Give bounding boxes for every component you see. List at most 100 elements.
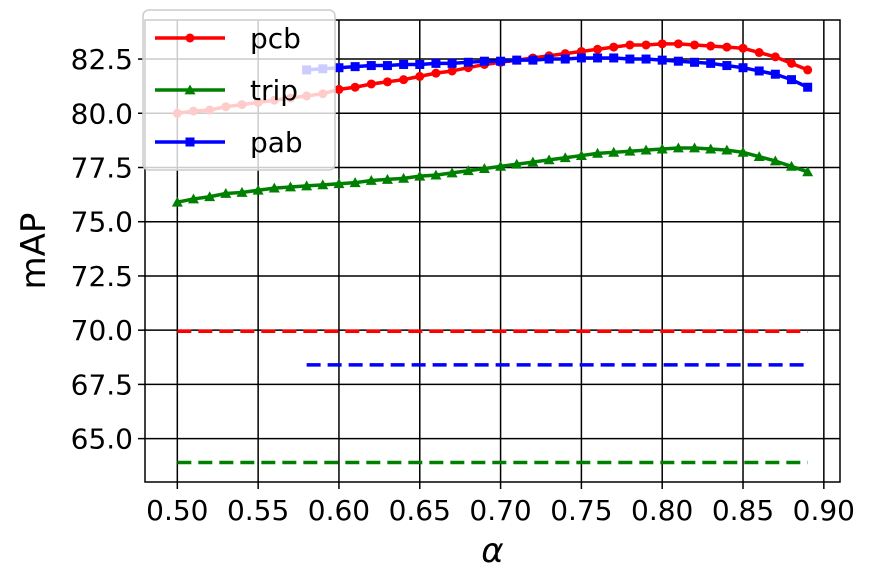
data-point	[575, 150, 587, 160]
data-point	[496, 56, 506, 66]
legend-label: pcb	[250, 22, 301, 55]
data-point	[705, 143, 717, 154]
data-point	[220, 188, 232, 198]
data-point	[495, 160, 507, 171]
data-point	[738, 43, 748, 53]
data-point	[381, 173, 393, 184]
x-axis-label: α	[481, 531, 503, 571]
legend-item-trip: trip	[155, 74, 298, 107]
legend-item-pab: pab	[155, 126, 303, 159]
data-point	[382, 77, 392, 87]
data-point	[415, 59, 425, 69]
data-point	[252, 184, 264, 195]
data-point	[803, 82, 813, 92]
data-point	[415, 71, 425, 81]
legend-label: pab	[250, 126, 303, 159]
data-point	[641, 54, 651, 64]
series-pab	[302, 53, 813, 92]
data-point	[447, 58, 457, 68]
data-point	[722, 61, 732, 71]
data-point	[184, 84, 196, 95]
data-point	[624, 145, 636, 156]
data-point	[656, 143, 668, 154]
data-point	[802, 166, 814, 177]
data-point	[770, 52, 780, 62]
data-point	[399, 75, 409, 85]
data-point	[721, 144, 733, 155]
legend-box	[142, 9, 336, 171]
data-point	[722, 42, 732, 52]
y-tick-label: 67.5	[71, 368, 133, 401]
series-trip	[171, 142, 814, 207]
data-point	[544, 54, 554, 64]
data-point	[609, 53, 619, 63]
y-tick-label: 70.0	[71, 314, 133, 347]
data-point	[512, 55, 522, 65]
data-point	[738, 63, 748, 73]
data-point	[787, 75, 797, 85]
y-tick-label: 65.0	[71, 423, 133, 456]
data-point	[446, 167, 458, 178]
data-point	[576, 53, 586, 63]
x-tick-label: 0.50	[146, 494, 208, 527]
legend-label: trip	[250, 74, 298, 107]
data-point	[171, 196, 183, 207]
data-point	[350, 82, 360, 92]
data-point	[657, 55, 667, 65]
y-tick-label: 77.5	[71, 151, 133, 184]
y-axis-label: mAP	[14, 213, 54, 290]
x-tick-label: 0.70	[469, 494, 531, 527]
data-point	[559, 152, 571, 163]
y-tick-label: 75.0	[71, 206, 133, 239]
data-point	[672, 142, 684, 153]
data-point	[511, 158, 523, 169]
series-line	[176, 146, 809, 204]
data-point	[609, 42, 619, 52]
data-point	[204, 191, 216, 202]
plot-frame	[144, 19, 841, 483]
data-point	[236, 186, 248, 197]
data-point	[786, 160, 798, 171]
x-tick-labels: 0.50 0.55 0.60 0.65 0.70 0.75 0.80 0.85 0.90	[146, 494, 855, 527]
data-point	[399, 59, 409, 69]
data-point	[787, 58, 797, 68]
data-point	[366, 61, 376, 71]
data-point	[462, 165, 474, 176]
data-point	[641, 40, 651, 50]
legend-item-pcb: pcb	[155, 22, 301, 55]
data-point	[753, 151, 765, 162]
data-point	[301, 180, 313, 191]
x-tick-label: 0.75	[550, 494, 612, 527]
data-point	[803, 65, 813, 75]
data-point	[431, 58, 441, 68]
y-tick-label: 80.0	[71, 97, 133, 130]
data-point	[560, 54, 570, 64]
data-point	[414, 170, 426, 181]
data-point	[382, 61, 392, 71]
data-point	[625, 40, 635, 50]
x-tick-label: 0.80	[631, 494, 693, 527]
data-point	[431, 68, 441, 78]
data-point	[366, 79, 376, 89]
data-point	[640, 144, 652, 155]
data-point	[770, 69, 780, 79]
data-point	[187, 193, 199, 204]
baseline-lines	[177, 329, 808, 465]
data-point	[365, 175, 377, 185]
data-point	[478, 163, 490, 173]
x-tick-label: 0.60	[308, 494, 370, 527]
data-point	[333, 178, 345, 189]
data-point	[527, 156, 539, 167]
data-point	[754, 66, 764, 76]
data-point	[706, 58, 716, 68]
y-tick-label: 72.5	[71, 260, 133, 293]
x-tick-label: 0.65	[389, 494, 451, 527]
data-point	[185, 137, 195, 147]
data-point	[463, 57, 473, 67]
x-tick-label: 0.85	[712, 494, 774, 527]
data-point	[349, 177, 361, 188]
data-point	[690, 40, 700, 50]
data-point	[593, 44, 603, 54]
data-point	[398, 172, 410, 183]
